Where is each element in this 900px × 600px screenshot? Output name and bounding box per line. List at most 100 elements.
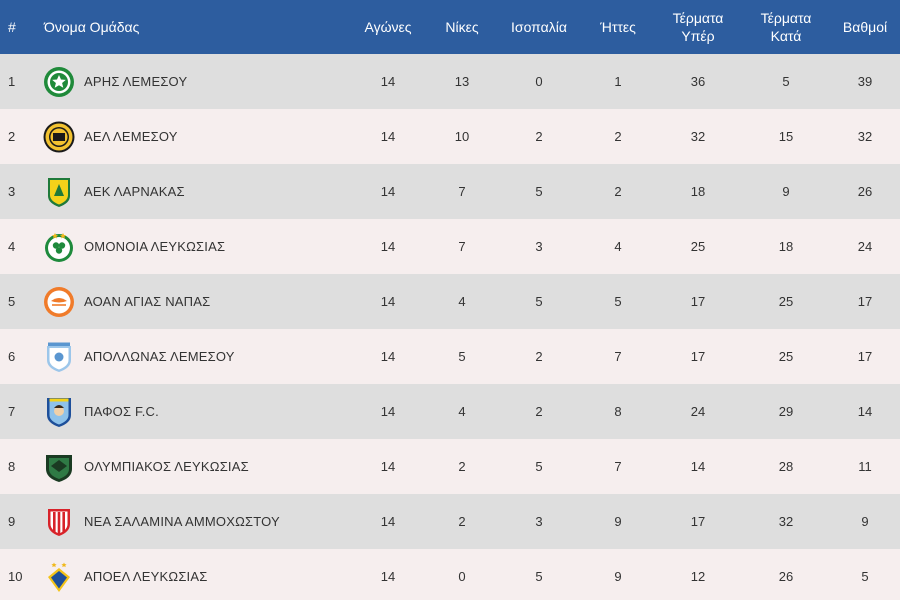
header-draws: Ισοπαλία [511, 19, 567, 35]
omonoia-logo-icon [42, 230, 76, 264]
row-points: 14 [857, 404, 873, 419]
row-wins: 5 [458, 349, 466, 364]
row-draws: 3 [535, 239, 543, 254]
row-played: 14 [380, 514, 396, 529]
header-wins: Νίκες [445, 19, 479, 35]
nea-salamina-logo-icon [42, 505, 76, 539]
apollon-logo-icon [42, 340, 76, 374]
team-cell[interactable]: ΟΛΥΜΠΙΑΚΟΣ ΛΕΥΚΩΣΙΑΣ [42, 450, 348, 484]
apoel-logo-icon [42, 560, 76, 594]
row-goals-against: 26 [778, 569, 794, 584]
row-losses: 8 [614, 404, 622, 419]
row-points: 24 [857, 239, 873, 254]
row-position: 5 [8, 294, 16, 309]
team-cell[interactable]: ΝΕΑ ΣΑΛΑΜΙΝΑ ΑΜΜΟΧΩΣΤΟΥ [42, 505, 348, 539]
row-played: 14 [380, 74, 396, 89]
row-draws: 5 [535, 569, 543, 584]
row-points: 39 [857, 74, 873, 89]
row-draws: 5 [535, 294, 543, 309]
row-goals-for: 32 [690, 129, 706, 144]
row-wins: 2 [458, 459, 466, 474]
row-losses: 9 [614, 569, 622, 584]
row-goals-for: 18 [690, 184, 706, 199]
row-goals-against: 25 [778, 294, 794, 309]
row-wins: 7 [458, 239, 466, 254]
row-position: 8 [8, 459, 16, 474]
row-draws: 0 [535, 74, 543, 89]
row-played: 14 [380, 349, 396, 364]
row-losses: 2 [614, 184, 622, 199]
row-points: 17 [857, 294, 873, 309]
row-points: 9 [861, 514, 869, 529]
row-goals-against: 25 [778, 349, 794, 364]
header-points: Βαθμοί [842, 19, 888, 35]
row-losses: 7 [614, 459, 622, 474]
row-draws: 2 [535, 349, 543, 364]
row-losses: 5 [614, 294, 622, 309]
team-name: ΑΠΟΕΛ ΛΕΥΚΩΣΙΑΣ [84, 569, 208, 584]
team-cell[interactable]: ΑΕΚ ΛΑΡΝΑΚΑΣ [42, 175, 348, 209]
team-cell[interactable]: ΑΠΟΛΛΩΝΑΣ ΛΕΜΕΣΟΥ [42, 340, 348, 374]
row-goals-for: 14 [690, 459, 706, 474]
row-played: 14 [380, 294, 396, 309]
team-name: ΑΠΟΛΛΩΝΑΣ ΛΕΜΕΣΟΥ [84, 349, 235, 364]
row-wins: 7 [458, 184, 466, 199]
table-row: 1 ΑΡΗΣ ΛΕΜΕΣΟΥ 14 13 0 1 36 5 39 [0, 54, 900, 109]
row-draws: 2 [535, 404, 543, 419]
row-losses: 1 [614, 74, 622, 89]
header-goals-for: Τέρματα Υπέρ [654, 0, 742, 54]
team-name: ΑΕΛ ΛΕΜΕΣΟΥ [84, 129, 178, 144]
row-goals-for: 17 [690, 514, 706, 529]
table-row: 4 ΟΜΟΝΟΙΑ ΛΕΥΚΩΣΙΑΣ 14 7 3 4 25 18 24 [0, 219, 900, 274]
ael-limassol-logo-icon [42, 120, 76, 154]
row-goals-for: 17 [690, 349, 706, 364]
team-cell[interactable]: ΑΠΟΕΛ ΛΕΥΚΩΣΙΑΣ [42, 560, 348, 594]
row-goals-against: 5 [782, 74, 790, 89]
aek-larnaca-logo-icon [42, 175, 76, 209]
row-draws: 2 [535, 129, 543, 144]
table-header-row: # Όνομα Ομάδας Αγώνες Νίκες Ισοπαλία Ήττ… [0, 0, 900, 54]
row-losses: 9 [614, 514, 622, 529]
row-points: 17 [857, 349, 873, 364]
row-played: 14 [380, 404, 396, 419]
table-row: 6 ΑΠΟΛΛΩΝΑΣ ΛΕΜΕΣΟΥ 14 5 2 7 17 25 17 [0, 329, 900, 384]
row-position: 6 [8, 349, 16, 364]
row-wins: 0 [458, 569, 466, 584]
row-goals-for: 36 [690, 74, 706, 89]
row-goals-against: 18 [778, 239, 794, 254]
row-wins: 13 [454, 74, 470, 89]
team-name: ΑΟΑΝ ΑΓΙΑΣ ΝΑΠΑΣ [84, 294, 211, 309]
header-goals-for-line2: Υπέρ [681, 28, 715, 44]
table-row: 7 ΠΑΦΟΣ F.C. 14 4 2 8 24 29 14 [0, 384, 900, 439]
olympiakos-nicosia-logo-icon [42, 450, 76, 484]
row-played: 14 [380, 459, 396, 474]
row-goals-against: 29 [778, 404, 794, 419]
team-name: ΑΕΚ ΛΑΡΝΑΚΑΣ [84, 184, 185, 199]
header-position: # [8, 19, 16, 35]
header-losses: Ήττες [600, 19, 636, 35]
team-cell[interactable]: ΟΜΟΝΟΙΑ ΛΕΥΚΩΣΙΑΣ [42, 230, 348, 264]
team-name: ΝΕΑ ΣΑΛΑΜΙΝΑ ΑΜΜΟΧΩΣΤΟΥ [84, 514, 280, 529]
row-wins: 2 [458, 514, 466, 529]
table-row: 8 ΟΛΥΜΠΙΑΚΟΣ ΛΕΥΚΩΣΙΑΣ 14 2 5 7 14 28 11 [0, 439, 900, 494]
header-team-name: Όνομα Ομάδας [44, 19, 140, 35]
header-goals-against: Τέρματα Κατά [742, 0, 830, 54]
row-position: 7 [8, 404, 16, 419]
header-goals-against-line2: Κατά [770, 28, 802, 44]
team-cell[interactable]: ΑΟΑΝ ΑΓΙΑΣ ΝΑΠΑΣ [42, 285, 348, 319]
row-goals-for: 25 [690, 239, 706, 254]
team-name: ΟΜΟΝΟΙΑ ΛΕΥΚΩΣΙΑΣ [84, 239, 226, 254]
row-position: 3 [8, 184, 16, 199]
table-row: 9 ΝΕΑ ΣΑΛΑΜΙΝΑ ΑΜΜΟΧΩΣΤΟΥ 14 2 3 9 17 32… [0, 494, 900, 549]
team-name: ΟΛΥΜΠΙΑΚΟΣ ΛΕΥΚΩΣΙΑΣ [84, 459, 249, 474]
row-position: 4 [8, 239, 16, 254]
team-cell[interactable]: ΑΡΗΣ ΛΕΜΕΣΟΥ [42, 65, 348, 99]
row-goals-against: 9 [782, 184, 790, 199]
row-losses: 7 [614, 349, 622, 364]
row-goals-for: 24 [690, 404, 706, 419]
row-goals-for: 12 [690, 569, 706, 584]
team-cell[interactable]: ΠΑΦΟΣ F.C. [42, 395, 348, 429]
team-cell[interactable]: ΑΕΛ ΛΕΜΕΣΟΥ [42, 120, 348, 154]
team-name: ΠΑΦΟΣ F.C. [84, 404, 159, 419]
